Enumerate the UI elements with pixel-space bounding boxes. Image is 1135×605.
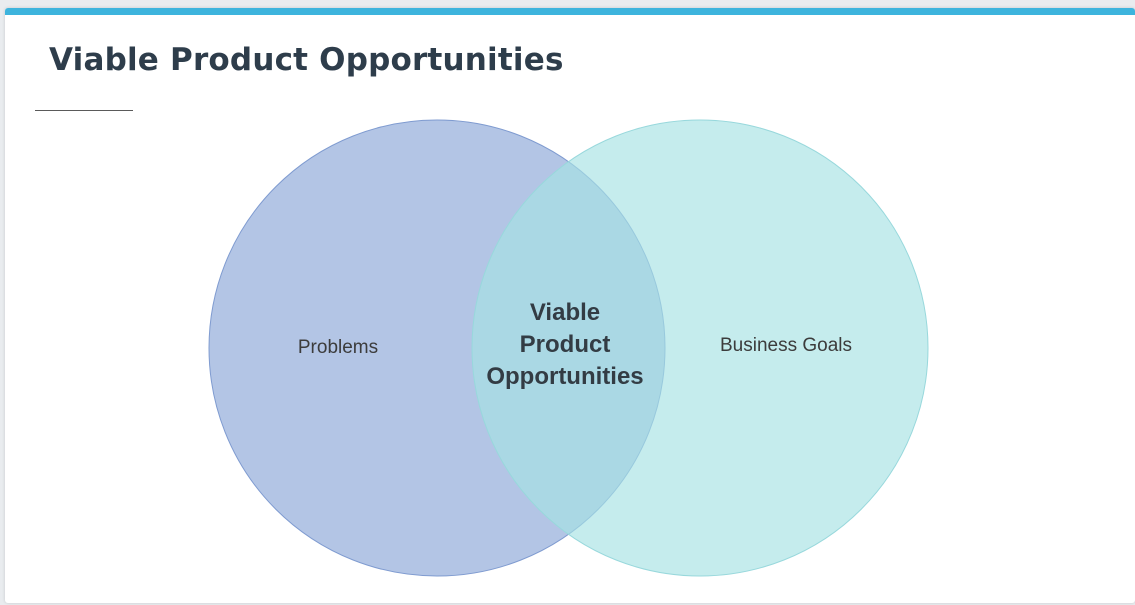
intersection-label-line-1: Viable <box>530 299 600 326</box>
title-underline <box>35 110 133 111</box>
problems-label: Problems <box>298 337 378 358</box>
business-goals-circle <box>471 119 929 577</box>
slide: Viable Product Opportunities Problems Bu… <box>5 8 1135 603</box>
slide-accent-bar <box>5 8 1135 15</box>
slide-title: Viable Product Opportunities <box>49 42 564 78</box>
business-goals-label: Business Goals <box>720 335 852 356</box>
venn-diagram: Problems Business Goals Viable Product O… <box>208 119 929 577</box>
intersection-label-line-3: Opportunities <box>486 363 643 390</box>
intersection-label-line-2: Product <box>520 331 611 358</box>
